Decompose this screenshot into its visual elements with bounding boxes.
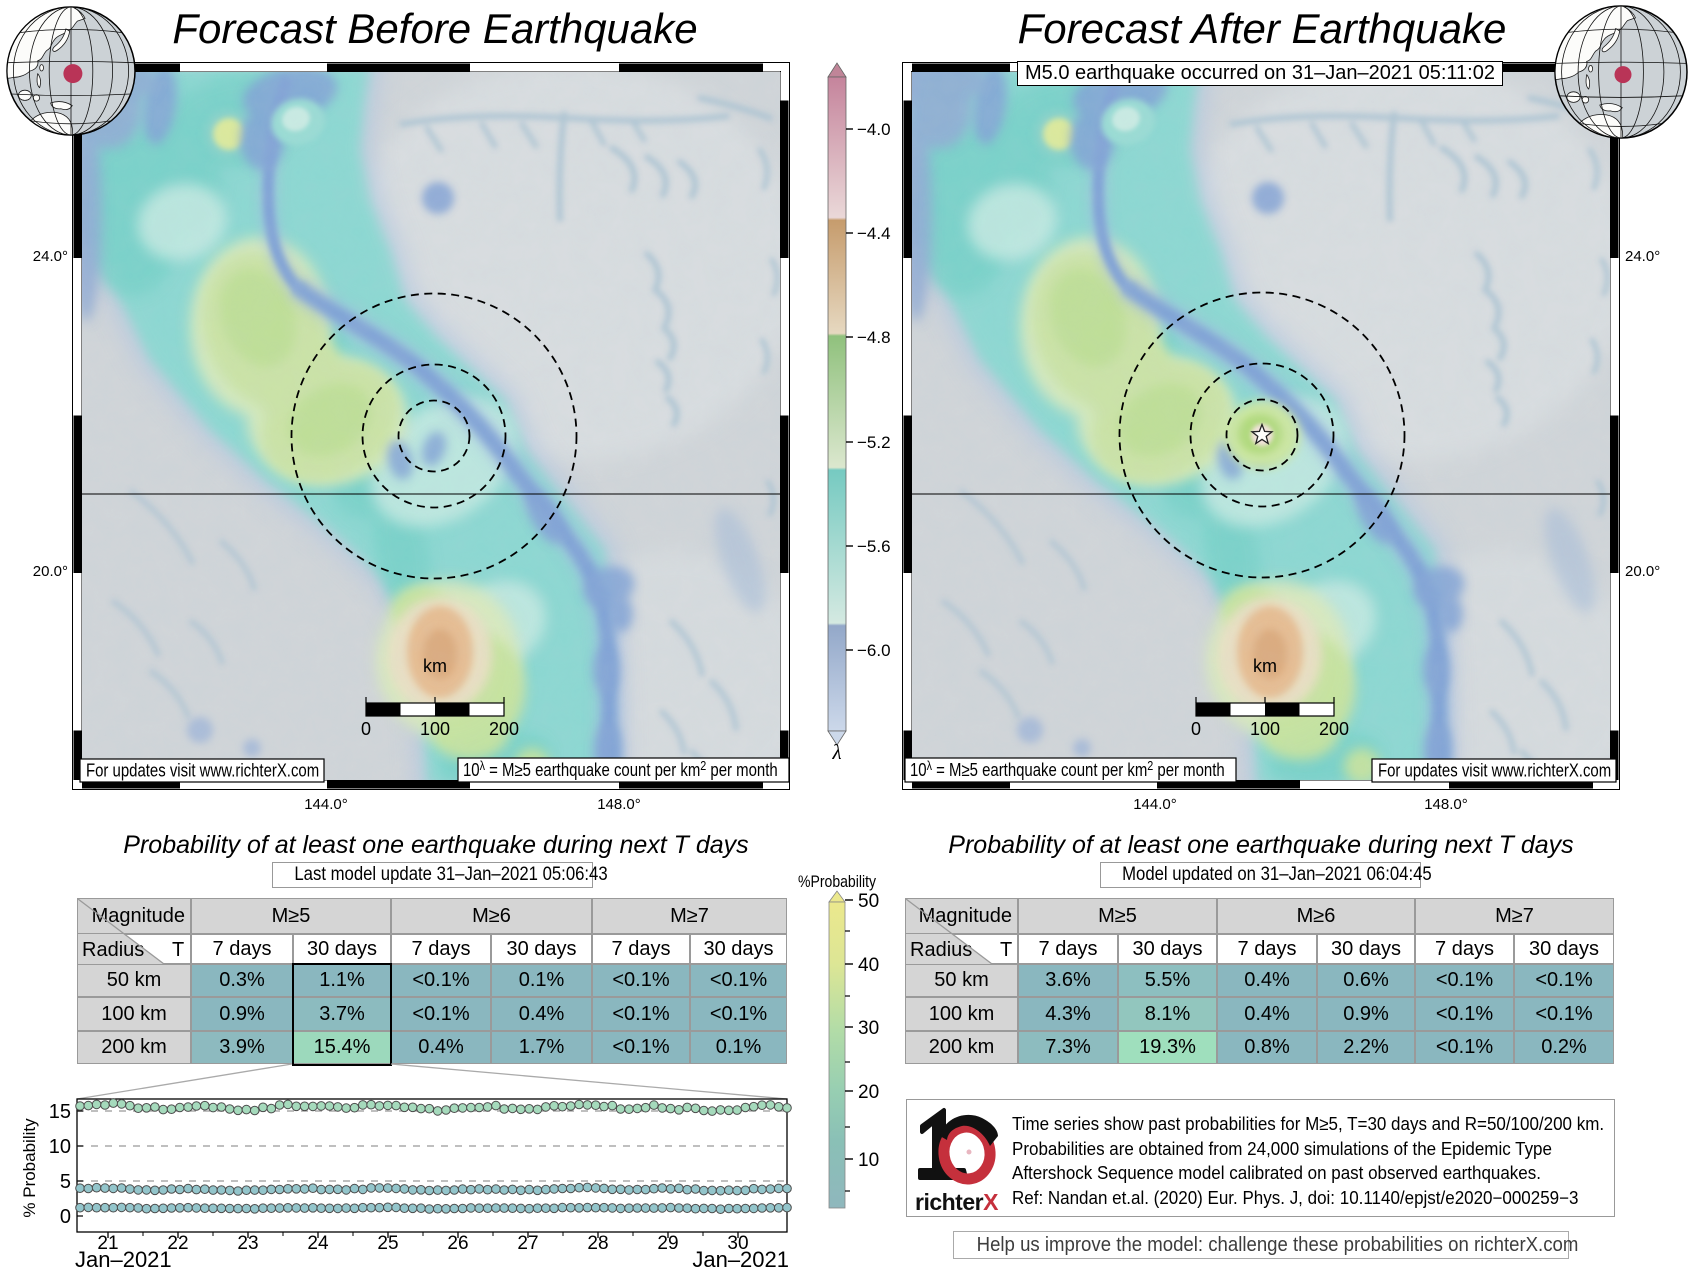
svg-text:−4.4: −4.4 [857, 224, 891, 243]
svg-text:−4.8: −4.8 [857, 328, 891, 347]
svg-text:20: 20 [858, 1082, 879, 1103]
svg-text:10: 10 [49, 1136, 71, 1158]
svg-text:λ: λ [831, 740, 841, 764]
svg-text:26: 26 [447, 1233, 468, 1254]
svg-text:richterX: richterX [915, 1189, 999, 1215]
svg-text:10: 10 [858, 1150, 879, 1171]
svg-text:25: 25 [377, 1233, 398, 1254]
svg-text:200: 200 [489, 719, 519, 739]
svg-text:−5.2: −5.2 [857, 433, 891, 452]
svg-text:10λ = M≥5 earthquake count per: 10λ = M≥5 earthquake count per km2 per m… [463, 758, 778, 780]
svg-text:100: 100 [420, 719, 450, 739]
svg-text:−6.0: −6.0 [857, 641, 891, 660]
svg-text:5: 5 [60, 1171, 71, 1193]
svg-text:23: 23 [237, 1233, 258, 1254]
svg-text:15: 15 [49, 1101, 71, 1123]
svg-text:%Probability: %Probability [798, 873, 877, 891]
svg-text:For updates visit www.richterX: For updates visit www.richterX.com [1378, 760, 1611, 781]
svg-text:0: 0 [1191, 719, 1201, 739]
svg-text:30: 30 [858, 1018, 879, 1039]
svg-text:Radius: Radius [82, 939, 144, 961]
svg-text:30: 30 [727, 1233, 748, 1254]
svg-text:24: 24 [307, 1233, 329, 1254]
svg-text:0: 0 [60, 1206, 71, 1228]
svg-text:40: 40 [858, 955, 879, 976]
svg-text:28: 28 [587, 1233, 608, 1254]
svg-text:Radius: Radius [910, 939, 972, 961]
svg-text:0: 0 [361, 719, 371, 739]
svg-text:For updates visit www.richterX: For updates visit www.richterX.com [86, 760, 319, 781]
svg-text:22: 22 [167, 1233, 188, 1254]
svg-text:21: 21 [97, 1233, 118, 1254]
svg-text:10λ = M≥5 earthquake count per: 10λ = M≥5 earthquake count per km2 per m… [910, 758, 1225, 780]
svg-text:29: 29 [657, 1233, 678, 1254]
svg-text:T: T [1000, 939, 1012, 961]
svg-text:200: 200 [1319, 719, 1349, 739]
svg-text:27: 27 [517, 1233, 538, 1254]
svg-text:Jan–2021: Jan–2021 [75, 1247, 172, 1267]
svg-text:Jan–2021: Jan–2021 [692, 1247, 789, 1267]
svg-text:km: km [423, 656, 447, 676]
svg-text:100: 100 [1250, 719, 1280, 739]
svg-text:−5.6: −5.6 [857, 537, 891, 556]
svg-text:50: 50 [858, 891, 879, 912]
svg-text:T: T [172, 939, 184, 961]
svg-text:km: km [1253, 656, 1277, 676]
svg-text:−4.0: −4.0 [857, 120, 891, 139]
